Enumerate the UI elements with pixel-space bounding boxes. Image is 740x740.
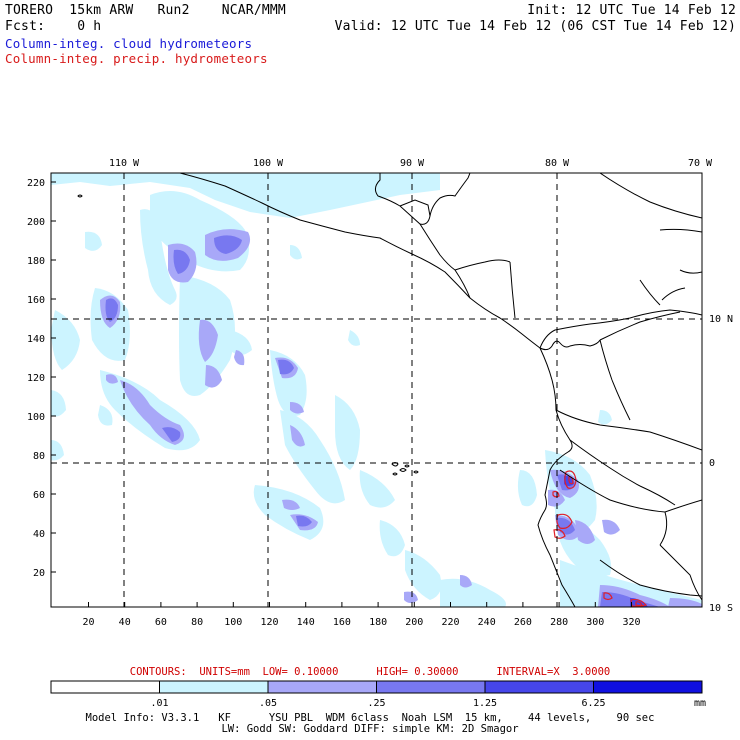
color-bar-swatch <box>484 680 594 694</box>
x-tick-label: 60 <box>155 617 167 628</box>
header-init: Init: 12 UTC Tue 14 Feb 12 <box>527 3 736 18</box>
hydrometeor-field <box>51 173 702 607</box>
lon-label: 90 W <box>400 158 425 169</box>
color-bar-label: 1.25 <box>473 698 497 709</box>
y-tick-label: 160 <box>27 295 45 306</box>
x-tick-label: 180 <box>369 617 387 628</box>
coastlines <box>77 173 702 607</box>
x-tick-label: 200 <box>405 617 423 628</box>
x-grid-axis: 20 40 60 80 100 120 140 160 180 200 220 240 260 280 30… <box>82 617 640 628</box>
x-tick-label: 20 <box>82 617 94 628</box>
field-precip-label: Column-integ. precip. hydrometeors <box>5 51 268 66</box>
x-tick-label: 160 <box>333 617 351 628</box>
color-bar-label: .01 <box>150 698 168 709</box>
map-frame <box>50 172 703 608</box>
model-info-line1: Model Info: V3.3.1 KF YSU PBL WDM 6class… <box>85 712 655 724</box>
x-tick-label: 240 <box>478 617 496 628</box>
x-tick-label: 260 <box>514 617 532 628</box>
y-tick-label: 100 <box>27 412 45 423</box>
header-valid: Valid: 12 UTC Tue 14 Feb 12 (06 CST Tue … <box>334 19 736 34</box>
lon-label: 70 W <box>688 158 713 169</box>
x-tick-label: 40 <box>119 617 131 628</box>
x-tick-label: 320 <box>622 617 640 628</box>
lon-label: 110 W <box>109 158 140 169</box>
color-bar-units: mm <box>694 698 706 709</box>
y-tick-label: 140 <box>27 334 45 345</box>
longitude-labels: 110 W 100 W 90 W 80 W 70 W <box>109 158 713 169</box>
y-tick-label: 60 <box>33 490 45 501</box>
lat-label: 10 N <box>709 314 733 325</box>
y-tick-label: 120 <box>27 373 45 384</box>
y-tick-label: 20 <box>33 568 45 579</box>
y-tick-label: 40 <box>33 529 45 540</box>
color-bar-swatch <box>159 680 269 694</box>
color-bar-label: .25 <box>367 698 385 709</box>
x-tick-label: 280 <box>550 617 568 628</box>
y-grid-axis: 220 200 180 160 140 120 100 80 60 40 20 <box>27 178 45 579</box>
color-bar-labels: .01 .05 .25 1.25 6.25 <box>150 698 605 709</box>
color-bar <box>50 680 703 694</box>
x-tick-label: 80 <box>191 617 203 628</box>
color-bar-swatch <box>593 680 703 694</box>
x-tick-label: 100 <box>224 617 242 628</box>
x-tick-label: 120 <box>260 617 278 628</box>
graticule <box>51 173 702 607</box>
y-tick-label: 200 <box>27 217 45 228</box>
color-bar-label: 6.25 <box>581 698 605 709</box>
contours-info: CONTOURS: UNITS=mm LOW= 0.10000 HIGH= 0.… <box>129 666 611 678</box>
lon-label: 100 W <box>253 158 284 169</box>
lat-label: 0 <box>709 458 715 469</box>
model-info-line2: LW: Godd SW: Goddard DIFF: simple KM: 2D… <box>221 723 519 735</box>
field-cloud-label: Column-integ. cloud hydrometeors <box>5 36 253 51</box>
color-bar-label: .05 <box>259 698 277 709</box>
color-bar-swatch <box>50 680 160 694</box>
tick-marks <box>51 181 632 607</box>
y-tick-label: 180 <box>27 256 45 267</box>
x-tick-label: 300 <box>586 617 604 628</box>
color-bar-swatch <box>267 680 377 694</box>
header-title: TORERO 15km ARW Run2 NCAR/MMM <box>5 3 286 18</box>
lon-label: 80 W <box>545 158 570 169</box>
header-forecast: Fcst: 0 h <box>5 19 102 34</box>
lat-label: 10 S <box>709 603 733 614</box>
latitude-labels: 10 N 0 10 S <box>709 314 733 614</box>
color-bar-swatch <box>376 680 486 694</box>
y-tick-label: 80 <box>33 451 45 462</box>
y-tick-label: 220 <box>27 178 45 189</box>
x-tick-label: 220 <box>441 617 459 628</box>
x-tick-label: 140 <box>297 617 315 628</box>
